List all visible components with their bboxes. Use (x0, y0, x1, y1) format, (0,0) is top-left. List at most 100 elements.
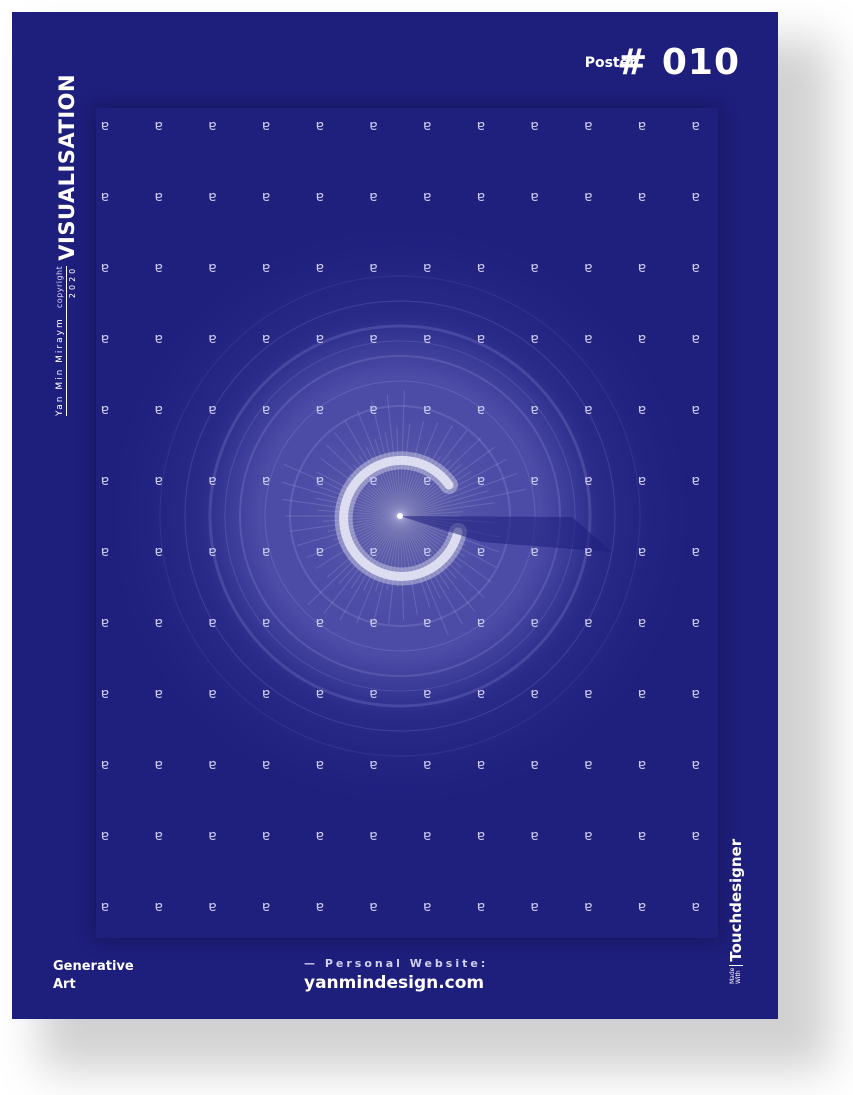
grid-glyph: ɐ (638, 828, 646, 844)
grid-glyph: ɐ (691, 828, 699, 844)
grid-glyph: ɐ (423, 757, 431, 773)
spoke (399, 502, 496, 517)
grid-glyph: ɐ (423, 260, 431, 276)
grid-glyph: ɐ (154, 544, 162, 560)
grid-glyph: ɐ (154, 189, 162, 205)
spoke (281, 481, 401, 517)
grid-glyph: ɐ (208, 118, 216, 134)
grid-glyph: ɐ (584, 686, 592, 702)
grid-glyph: ɐ (638, 473, 646, 489)
spoke (363, 515, 401, 591)
spoke (399, 459, 452, 517)
spoke (399, 458, 508, 517)
grid-glyph: ɐ (262, 402, 270, 418)
grid-glyph: ɐ (584, 899, 592, 915)
grid-glyph: ɐ (154, 118, 162, 134)
grid-glyph: ɐ (530, 189, 538, 205)
grid-glyph: ɐ (154, 686, 162, 702)
poster-number: # 010 (617, 42, 740, 83)
grid-glyph: ɐ (101, 118, 109, 134)
grid-glyph: ɐ (691, 686, 699, 702)
made-with-block: Made With Touchdesigner (727, 839, 745, 984)
grid-glyph: ɐ (530, 118, 538, 134)
website-caption: — Personal Website: (304, 957, 489, 970)
grid-glyph: ɐ (316, 899, 324, 915)
grid-glyph: ɐ (477, 118, 485, 134)
grid-glyph: ɐ (208, 402, 216, 418)
grid-glyph: ɐ (530, 686, 538, 702)
grid-glyph: ɐ (530, 331, 538, 347)
grid-glyph: ɐ (423, 402, 431, 418)
grid-glyph: ɐ (691, 473, 699, 489)
grid-glyph: ɐ (638, 686, 646, 702)
grid-glyph: ɐ (316, 260, 324, 276)
grid-glyph: ɐ (316, 473, 324, 489)
grid-glyph: ɐ (369, 260, 377, 276)
grid-glyph: ɐ (638, 118, 646, 134)
grid-glyph: ɐ (262, 899, 270, 915)
grid-glyph: ɐ (530, 473, 538, 489)
spoke (399, 479, 481, 517)
spoke (399, 515, 416, 578)
grid-glyph: ɐ (584, 402, 592, 418)
grid-glyph: ɐ (584, 189, 592, 205)
grid-glyph: ɐ (262, 544, 270, 560)
grid-glyph: ɐ (369, 615, 377, 631)
spoke (283, 463, 401, 517)
grid-glyph: ɐ (316, 757, 324, 773)
spoke (399, 515, 431, 608)
radial-visualization (110, 226, 690, 806)
grid-glyph: ɐ (208, 828, 216, 844)
grid-glyph: ɐ (316, 189, 324, 205)
grid-glyph: ɐ (477, 615, 485, 631)
grid-glyph: ɐ (477, 331, 485, 347)
grid-glyph: ɐ (477, 402, 485, 418)
grid-glyph: ɐ (316, 331, 324, 347)
spoke (399, 515, 499, 553)
grid-glyph: ɐ (154, 473, 162, 489)
spoke (375, 515, 401, 592)
website-url[interactable]: yanmindesign.com (304, 973, 485, 993)
grid-glyph: ɐ (530, 757, 538, 773)
grid-glyph: ɐ (423, 828, 431, 844)
tool-name: Touchdesigner (727, 838, 745, 962)
grid-glyph: ɐ (208, 899, 216, 915)
grid-glyph: ɐ (530, 260, 538, 276)
grid-glyph: ɐ (691, 402, 699, 418)
grid-glyph: ɐ (101, 331, 109, 347)
grid-glyph: ɐ (154, 260, 162, 276)
grid-glyph: ɐ (154, 615, 162, 631)
grid-glyph: ɐ (262, 260, 270, 276)
spoke (316, 471, 401, 517)
grid-glyph: ɐ (691, 899, 699, 915)
grid-glyph: ɐ (530, 402, 538, 418)
poster-title: VISUALISATION (55, 73, 79, 261)
grid-glyph: ɐ (101, 828, 109, 844)
spoke (399, 515, 418, 615)
with-label: With (735, 970, 742, 984)
made-with-divider (729, 964, 743, 966)
grid-glyph: ɐ (530, 899, 538, 915)
spoke (399, 456, 411, 517)
grid-glyph: ɐ (369, 331, 377, 347)
grid-glyph: ɐ (154, 828, 162, 844)
grid-glyph: ɐ (691, 118, 699, 134)
spoke (358, 455, 401, 517)
spoke (315, 497, 401, 517)
grid-glyph: ɐ (316, 828, 324, 844)
spoke (374, 438, 401, 517)
grid-glyph: ɐ (262, 189, 270, 205)
made-with-label: Made With (729, 968, 742, 984)
spoke (338, 515, 401, 584)
grid-glyph: ɐ (369, 189, 377, 205)
grid-glyph: ɐ (316, 615, 324, 631)
poster-label: Poster (584, 55, 636, 71)
grid-glyph: ɐ (101, 260, 109, 276)
spoke (399, 515, 457, 579)
grid-glyph: ɐ (691, 331, 699, 347)
grid-glyph: ɐ (369, 899, 377, 915)
spoke (386, 394, 401, 517)
grid-glyph: ɐ (477, 473, 485, 489)
spoke (315, 515, 401, 569)
spoke (399, 515, 441, 599)
